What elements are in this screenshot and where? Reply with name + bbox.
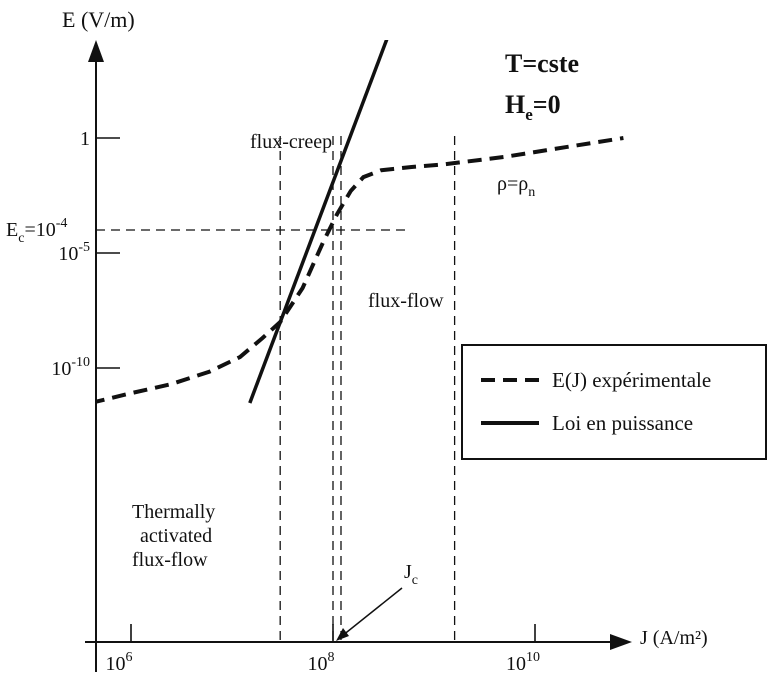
y-tick-label: 10-10 bbox=[51, 355, 90, 380]
x-axis-arrow bbox=[610, 634, 632, 650]
y-tick-label: 10-5 bbox=[58, 240, 90, 265]
label-flux-flow: flux-flow bbox=[368, 290, 444, 312]
y-axis-arrow bbox=[88, 40, 104, 62]
vertical-markers bbox=[279, 136, 456, 642]
x-tick-label: 106 bbox=[106, 650, 133, 675]
series-experimental-curve bbox=[96, 136, 624, 404]
legend-box bbox=[461, 344, 767, 460]
jc-arrow-shaft bbox=[341, 587, 403, 637]
legend: E(J) expérimentale Loi en puissance bbox=[461, 344, 767, 460]
jc-label: Jc bbox=[404, 561, 418, 588]
label-flux-creep: flux-creep bbox=[250, 131, 332, 153]
legend-label-experimental: E(J) expérimentale bbox=[552, 368, 711, 392]
y-tick-label: 1 bbox=[80, 128, 90, 150]
x-tick-label: 108 bbox=[308, 650, 335, 675]
label-thermal-line1: Thermally bbox=[132, 501, 215, 523]
legend-label-power-law: Loi en puissance bbox=[552, 411, 693, 435]
ec-label: Ec=10-4 bbox=[6, 216, 67, 246]
series-power-law-line bbox=[248, 40, 389, 404]
label-thermal-line3: flux-flow bbox=[132, 549, 208, 571]
x-axis-label: J (A/m²) bbox=[640, 627, 708, 649]
condition-field: He=0 bbox=[505, 90, 561, 124]
condition-temperature: T=cste bbox=[505, 49, 579, 78]
y-axis-label: E (V/m) bbox=[62, 7, 135, 32]
x-tick-label: 1010 bbox=[506, 650, 540, 675]
y-ticks: 1 10-5 10-10 bbox=[51, 128, 120, 380]
label-thermal-line2: activated bbox=[140, 525, 212, 547]
x-ticks: 106 108 1010 bbox=[106, 624, 540, 675]
label-rho: ρ=ρn bbox=[497, 173, 535, 200]
jc-arrow-head bbox=[336, 628, 349, 641]
